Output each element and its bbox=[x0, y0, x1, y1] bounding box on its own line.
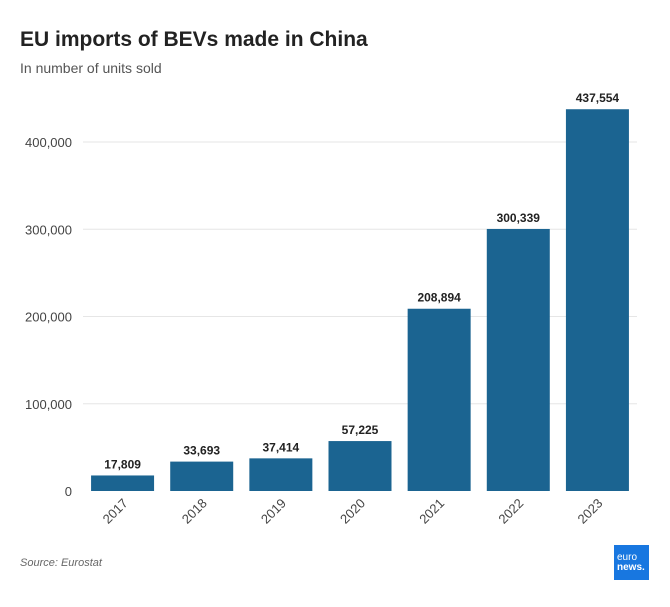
data-label-2020: 57,225 bbox=[342, 423, 379, 437]
bar-2022 bbox=[486, 228, 550, 491]
y-tick-label: 200,000 bbox=[25, 310, 72, 325]
x-tick-label: 2019 bbox=[258, 496, 289, 527]
data-label-2022: 300,339 bbox=[497, 211, 541, 225]
x-axis-ticks: 2017 2018 2019 2020 2021 2022 2023 bbox=[100, 496, 606, 527]
source-note: Source: Eurostat bbox=[20, 557, 102, 569]
bar-2023 bbox=[565, 109, 629, 492]
y-tick-label: 100,000 bbox=[25, 397, 72, 412]
logo-line-1: euro bbox=[617, 551, 638, 563]
y-tick-label: 400,000 bbox=[25, 135, 72, 150]
euronews-logo: euro news. bbox=[614, 545, 649, 580]
chart-title: EU imports of BEVs made in China bbox=[20, 28, 368, 51]
bar-2017 bbox=[91, 475, 155, 491]
x-tick-label: 2017 bbox=[100, 496, 131, 527]
bar-2018 bbox=[170, 461, 234, 491]
bar-2021 bbox=[407, 308, 471, 491]
data-label-2021: 208,894 bbox=[417, 291, 461, 305]
data-label-2018: 33,693 bbox=[183, 444, 220, 458]
y-axis-ticks: 0 100,000 200,000 300,000 400,000 bbox=[25, 135, 72, 499]
data-label-2023: 437,554 bbox=[576, 91, 620, 105]
x-tick-label: 2020 bbox=[337, 496, 368, 527]
data-label-2017: 17,809 bbox=[104, 457, 141, 471]
logo-line-2: news. bbox=[617, 561, 645, 573]
x-tick-label: 2021 bbox=[416, 496, 447, 527]
data-label-2019: 37,414 bbox=[263, 440, 300, 454]
x-tick-label: 2018 bbox=[179, 496, 210, 527]
bar-2020 bbox=[328, 441, 392, 491]
data-labels: 17,809 33,693 37,414 57,225 208,894 300,339 43… bbox=[104, 91, 619, 471]
chart-subtitle: In number of units sold bbox=[20, 60, 162, 76]
bars bbox=[91, 109, 629, 492]
y-tick-label: 300,000 bbox=[25, 222, 72, 237]
gridlines bbox=[83, 141, 637, 405]
y-tick-label: 0 bbox=[65, 484, 72, 499]
x-tick-label: 2023 bbox=[574, 496, 605, 527]
bar-2019 bbox=[249, 458, 313, 491]
x-tick-label: 2022 bbox=[495, 496, 526, 527]
